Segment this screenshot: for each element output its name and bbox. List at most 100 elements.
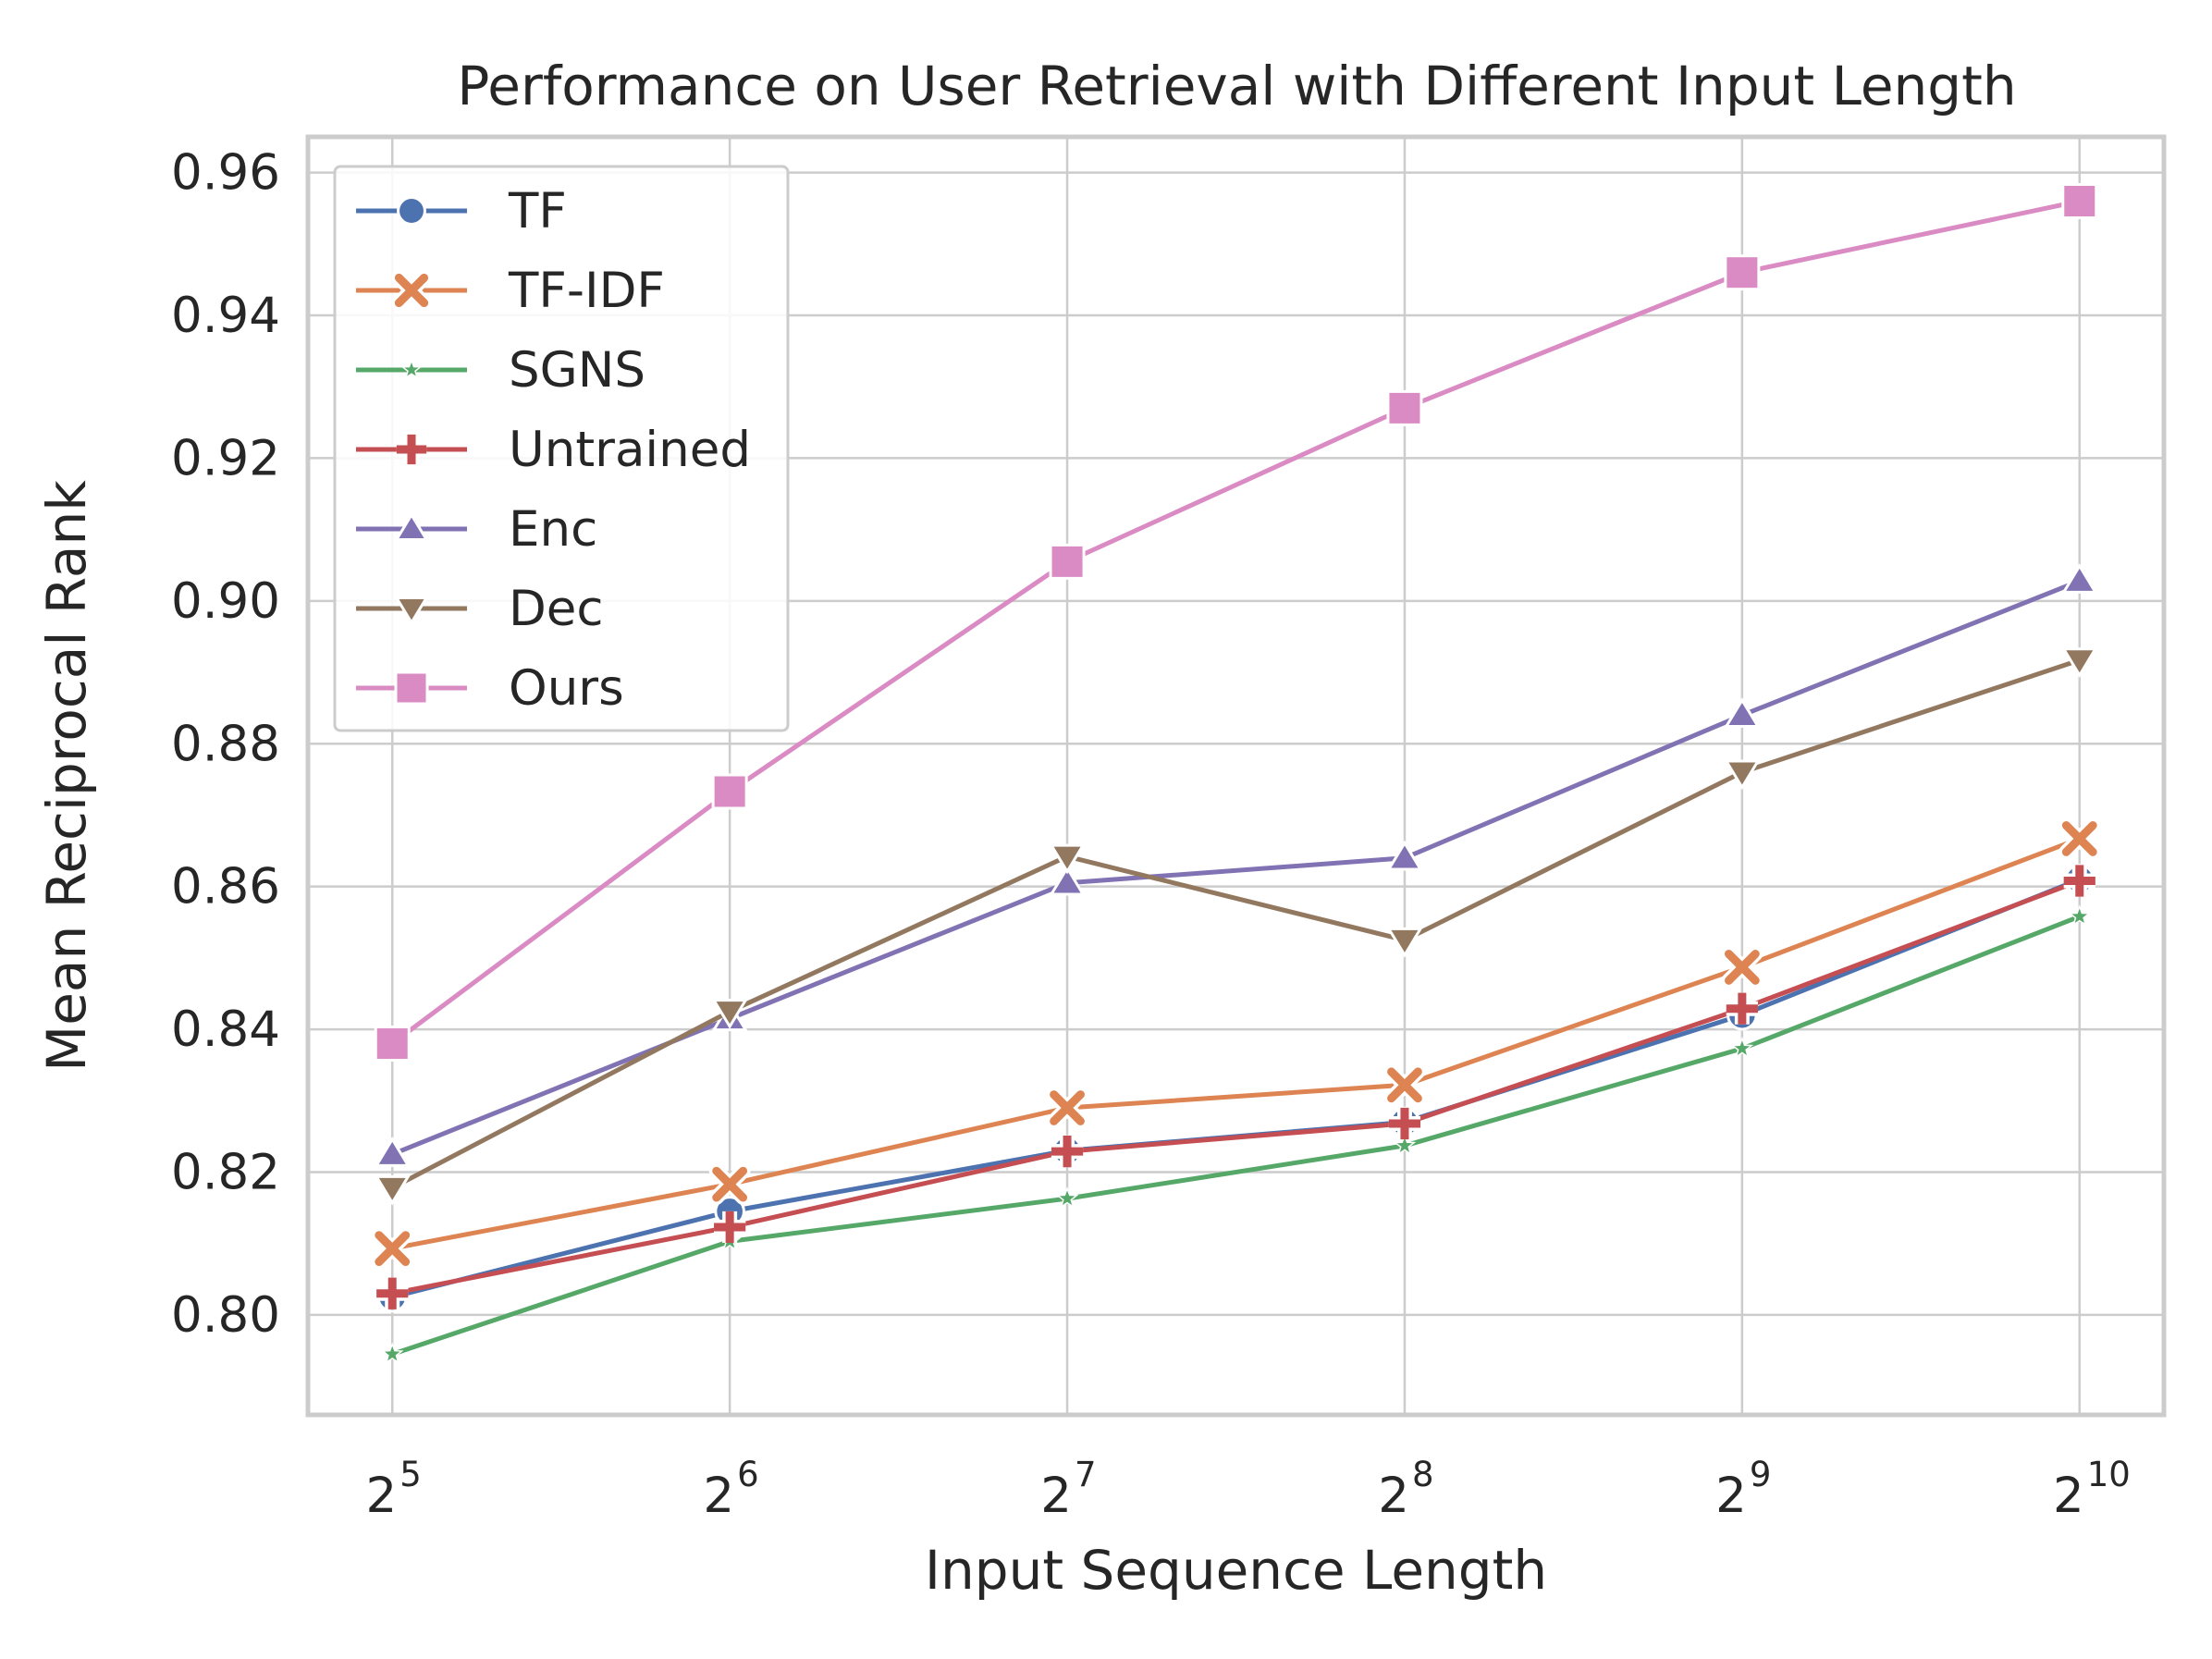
x-tick-exponent: 9 <box>1750 1455 1772 1494</box>
marker-stroke <box>394 273 429 308</box>
x-tick-exponent: 5 <box>399 1455 422 1494</box>
x-tick-label: 2 10 <box>2053 1455 2131 1524</box>
marker-stroke <box>2063 865 2095 897</box>
legend-item-sgns: SGNS <box>356 342 645 399</box>
x-tick-base: 2 <box>2053 1468 2084 1524</box>
data-point-tf-idf <box>371 1227 413 1270</box>
x-tick-exponent: 6 <box>737 1455 759 1494</box>
marker-stroke <box>2061 821 2097 856</box>
data-point-sgns <box>2068 904 2092 927</box>
data-point-sgns <box>1393 1133 1417 1156</box>
data-point-ours <box>2061 182 2098 219</box>
data-point-untrained <box>376 1277 409 1309</box>
x-tick-exponent: 10 <box>2087 1455 2131 1494</box>
marker-stroke <box>396 434 427 465</box>
legend-item-tf-idf: TF-IDF <box>356 263 665 319</box>
marker-stroke <box>1726 992 1758 1025</box>
legend-label-enc: Enc <box>509 501 597 558</box>
data-point-enc <box>1386 840 1423 871</box>
data-point-dec <box>1386 927 1423 958</box>
legend-marker-untrained <box>396 434 427 465</box>
series-ours <box>374 182 2098 1063</box>
legend-label-dec: Dec <box>509 581 604 637</box>
legend-item-enc: Enc <box>356 501 597 558</box>
series-line-sgns <box>391 914 2081 1357</box>
x-tick-base: 2 <box>365 1468 397 1524</box>
data-point-untrained <box>1726 992 1758 1025</box>
x-tick-exponent: 8 <box>1412 1455 1434 1494</box>
y-tick-label: 0.86 <box>171 859 280 916</box>
series-line-dec <box>391 657 2081 1190</box>
legend-item-dec: Dec <box>356 581 604 637</box>
data-point-enc <box>1724 697 1761 729</box>
data-point-untrained <box>1388 1107 1421 1140</box>
legend-marker-tf-idf <box>391 270 432 311</box>
legend-label-sgns: SGNS <box>509 342 645 399</box>
y-tick-label: 0.94 <box>171 288 280 344</box>
y-tick-label: 0.92 <box>171 430 280 486</box>
data-point-tf-idf <box>2058 817 2101 860</box>
legend-item-untrained: Untrained <box>356 422 751 478</box>
legend-label-ours: Ours <box>509 660 624 717</box>
series-dec <box>374 647 2098 1206</box>
x-axis-label: Input Sequence Length <box>925 1539 1547 1602</box>
x-tick-base: 2 <box>1378 1468 1409 1524</box>
data-point-enc <box>374 1137 411 1167</box>
y-tick-label: 0.96 <box>171 145 280 202</box>
series-line-ours <box>390 199 2081 1046</box>
marker-stroke <box>712 1166 748 1202</box>
y-axis-label: Mean Reciprocal Rank <box>35 480 98 1072</box>
data-point-sgns <box>1055 1186 1079 1209</box>
y-tick-label: 0.84 <box>171 1002 280 1058</box>
y-tick-label: 0.90 <box>171 573 280 630</box>
data-point-enc <box>1049 865 1086 896</box>
series-sgns <box>380 904 2092 1364</box>
x-tick-exponent: 7 <box>1075 1455 1097 1494</box>
marker-stroke <box>1051 1136 1084 1168</box>
data-point-ours <box>711 773 748 810</box>
data-point-tf-idf <box>708 1163 751 1206</box>
series-line-tf-idf <box>391 836 2081 1251</box>
data-point-ours <box>1724 254 1761 291</box>
data-point-ours <box>374 1026 411 1063</box>
x-tick-base: 2 <box>1715 1468 1747 1524</box>
x-tick-base: 2 <box>703 1468 734 1524</box>
marker-stroke <box>375 1231 411 1267</box>
x-tick-labels: 2 5 2 6 2 7 2 8 2 9 2 10 <box>365 1455 2130 1524</box>
series-layer <box>371 182 2101 1364</box>
x-tick-base: 2 <box>1040 1468 1072 1524</box>
series-tf-idf <box>371 817 2101 1270</box>
legend-item-ours: Ours <box>356 660 624 717</box>
data-point-dec <box>711 999 748 1029</box>
legend-marker-sgns <box>400 358 423 380</box>
data-point-dec <box>2061 647 2098 679</box>
data-point-dec <box>1049 843 1086 875</box>
data-point-tf-idf <box>1383 1063 1426 1106</box>
data-point-sgns <box>1730 1036 1754 1059</box>
legend-label-untrained: Untrained <box>509 422 751 478</box>
data-point-sgns <box>380 1342 404 1364</box>
legend-item-tf: TF <box>356 183 567 240</box>
legend-marker-tf <box>397 196 426 226</box>
marker-stroke <box>1724 950 1760 985</box>
data-point-dec <box>1724 759 1761 791</box>
data-point-untrained <box>714 1210 746 1244</box>
legend-marker-ours <box>394 670 429 706</box>
series-line-untrained <box>391 879 2081 1296</box>
legend-marker-dec <box>394 596 429 626</box>
data-point-tf-idf <box>1721 946 1763 989</box>
legend-label-tf: TF <box>508 183 567 240</box>
y-tick-label: 0.88 <box>171 716 280 772</box>
legend-frame <box>333 165 790 732</box>
data-point-dec <box>374 1174 411 1206</box>
chart-title: Performance on User Retrieval with Diffe… <box>457 55 2016 117</box>
data-point-ours <box>1386 389 1423 426</box>
legend-marker-enc <box>394 511 429 541</box>
data-point-untrained <box>2063 865 2095 897</box>
